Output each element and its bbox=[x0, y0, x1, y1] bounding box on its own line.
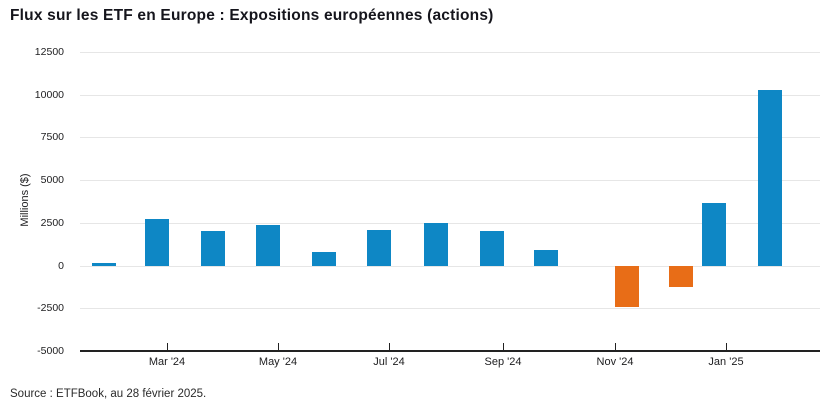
y-grid-line bbox=[80, 52, 820, 53]
bar-nov-24 bbox=[615, 265, 639, 307]
x-tick-label: Sep '24 bbox=[484, 356, 522, 368]
x-tick-mark bbox=[167, 343, 168, 351]
x-tick-label: Jan '25 bbox=[708, 356, 744, 368]
x-tick-label: May '24 bbox=[258, 356, 298, 368]
y-grid-line bbox=[80, 265, 820, 267]
x-tick-mark bbox=[615, 343, 616, 351]
bar-feb-24 bbox=[92, 263, 116, 266]
bar-jan-25 bbox=[702, 202, 726, 266]
x-tick-label: Mar '24 bbox=[148, 356, 186, 368]
y-grid-line bbox=[80, 222, 820, 224]
y-tick-label: -5000 bbox=[37, 345, 64, 357]
bar-sep-24 bbox=[480, 230, 504, 266]
bar-feb-25 bbox=[758, 90, 782, 266]
y-grid-line bbox=[80, 94, 820, 96]
x-tick-mark bbox=[278, 343, 279, 351]
x-tick-label: Nov '24 bbox=[596, 356, 634, 368]
y-grid-line bbox=[80, 308, 820, 310]
y-tick-label: 2500 bbox=[40, 216, 64, 229]
bar-jun-24 bbox=[311, 251, 336, 266]
x-tick-label: Jul '24 bbox=[373, 356, 405, 368]
x-axis-line bbox=[80, 350, 820, 352]
y-tick-label: 10000 bbox=[34, 88, 64, 101]
x-tick-mark bbox=[503, 343, 504, 351]
x-tick-mark bbox=[726, 343, 727, 351]
bar-dec-24 bbox=[669, 265, 693, 288]
bar-aug-24 bbox=[423, 223, 448, 266]
y-grid-line bbox=[80, 180, 820, 182]
bar-jul-24 bbox=[367, 229, 391, 266]
chart-title: Flux sur les ETF en Europe : Expositions… bbox=[10, 7, 494, 24]
bar-may-24 bbox=[256, 225, 280, 266]
y-tick-label: 0 bbox=[58, 259, 64, 272]
y-tick-label: -2500 bbox=[37, 302, 64, 315]
bar-oct-24 bbox=[534, 249, 558, 266]
y-grid-line bbox=[80, 137, 820, 139]
y-tick-label: 12500 bbox=[34, 46, 64, 58]
source-note: Source : ETFBook, au 28 février 2025. bbox=[10, 388, 207, 400]
y-tick-label: 5000 bbox=[40, 174, 64, 187]
y-tick-label: 7500 bbox=[40, 131, 64, 144]
bar-mar-24 bbox=[144, 219, 169, 266]
bar-apr-24 bbox=[201, 230, 225, 266]
x-tick-mark bbox=[389, 343, 390, 351]
